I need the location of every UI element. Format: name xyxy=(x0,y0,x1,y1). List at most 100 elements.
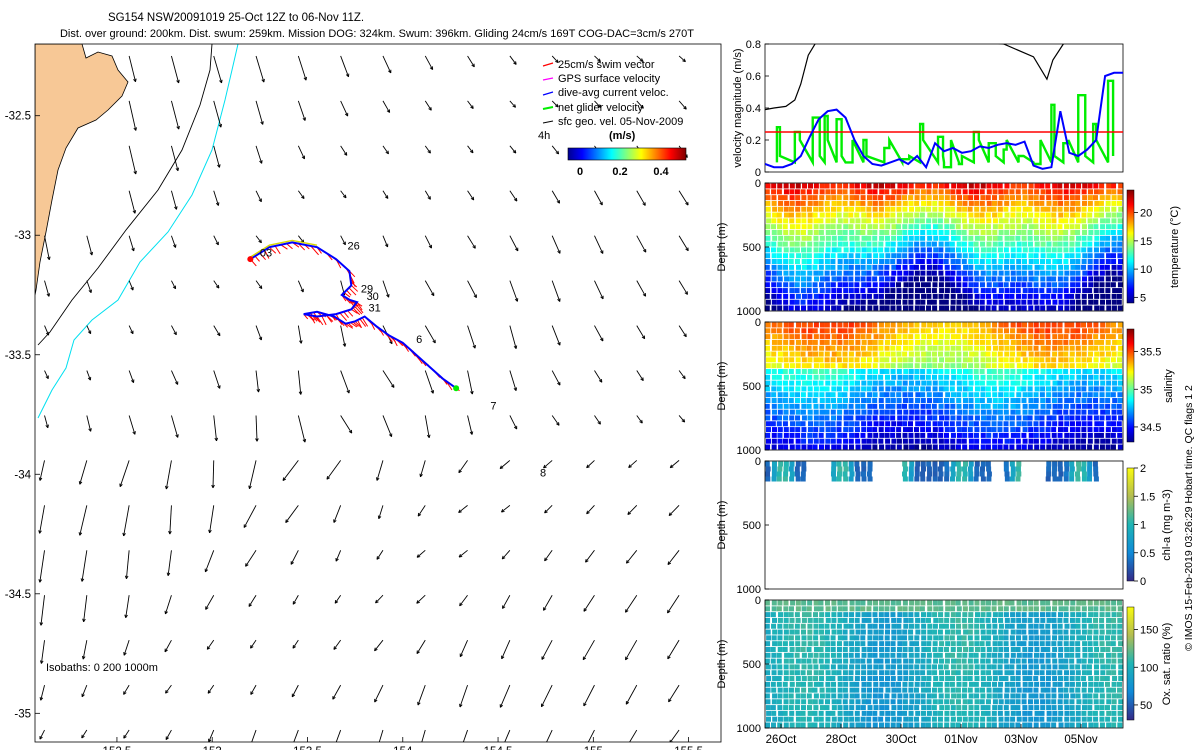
section-sample xyxy=(902,432,908,438)
section-sample xyxy=(806,345,812,351)
section-sample xyxy=(1112,374,1118,380)
velocity-arrowhead xyxy=(215,241,219,246)
section-sample xyxy=(842,357,848,363)
section-sample xyxy=(1058,658,1064,664)
section-sample xyxy=(831,241,837,247)
section-sample xyxy=(980,676,986,682)
section-sample xyxy=(1046,415,1052,421)
section-sample xyxy=(1064,322,1070,328)
section-sample xyxy=(926,288,932,294)
map-x-tick-label: 152.5 xyxy=(103,746,132,750)
velocity-arrow xyxy=(382,100,391,113)
section-sample xyxy=(1116,646,1122,652)
section-sample xyxy=(878,212,884,218)
section-sample xyxy=(849,334,855,340)
section-sample xyxy=(1058,218,1064,224)
section-sample xyxy=(926,652,932,658)
velocity-arrow xyxy=(39,460,45,481)
section-sample xyxy=(772,235,778,241)
velocity-arrow xyxy=(206,639,215,650)
section-sample xyxy=(1045,322,1051,328)
velocity-arrow xyxy=(382,145,389,155)
section-sample xyxy=(884,235,890,241)
section-sample xyxy=(980,646,986,652)
section-sample xyxy=(986,629,992,635)
section-sample xyxy=(1033,288,1039,294)
section-sample xyxy=(1057,224,1063,230)
section-sample xyxy=(866,247,872,253)
section-sample xyxy=(915,676,921,682)
velocity-arrowhead xyxy=(173,331,177,336)
section-sample xyxy=(819,374,825,380)
section-sample xyxy=(837,253,843,259)
section-sample xyxy=(974,664,980,670)
section-sample xyxy=(932,264,938,270)
section-sample xyxy=(1039,195,1045,201)
section-sample xyxy=(949,380,955,386)
section-sample xyxy=(776,658,782,664)
section-sample xyxy=(1064,623,1070,629)
section-sample xyxy=(951,264,957,270)
section-sample xyxy=(807,681,813,687)
section-sample xyxy=(920,471,926,477)
colorbar-tick-label: 1.5 xyxy=(1140,491,1155,503)
section-sample xyxy=(998,398,1004,404)
section-sample xyxy=(939,235,945,241)
section-sample xyxy=(1003,646,1009,652)
section-sample xyxy=(1010,629,1016,635)
section-sample xyxy=(1076,392,1082,398)
section-sample xyxy=(885,386,891,392)
section-sample xyxy=(836,206,842,212)
velocity-arrow xyxy=(551,325,561,346)
section-sample xyxy=(1087,438,1093,444)
section-sample xyxy=(926,612,932,618)
section-sample xyxy=(842,444,848,450)
section-sample xyxy=(1045,345,1051,351)
section-sample xyxy=(992,658,998,664)
velocity-arrowhead xyxy=(219,79,223,84)
velocity-arrow xyxy=(335,550,342,562)
section-sample xyxy=(825,681,831,687)
section-sample xyxy=(1118,345,1124,351)
section-sample xyxy=(1094,253,1100,259)
section-sample xyxy=(1033,392,1039,398)
section-sample xyxy=(849,635,855,641)
velocity-arrowhead xyxy=(216,332,221,337)
section-sample xyxy=(867,288,873,294)
section-sample xyxy=(968,305,974,311)
section-sample xyxy=(801,235,807,241)
section-sample xyxy=(937,466,943,472)
section-sample xyxy=(979,200,985,206)
section-sample xyxy=(818,380,824,386)
section-sample xyxy=(956,305,962,311)
section-sample xyxy=(1099,183,1105,189)
section-sample xyxy=(1082,288,1088,294)
section-sample xyxy=(1009,357,1015,363)
section-sample xyxy=(949,351,955,357)
section-sample xyxy=(1009,334,1015,340)
section-sample xyxy=(1027,229,1033,235)
section-sample xyxy=(937,398,943,404)
section-sample xyxy=(1063,264,1069,270)
section-sample xyxy=(932,421,938,427)
section-sample xyxy=(1004,693,1010,699)
section-sample xyxy=(890,606,896,612)
section-sample xyxy=(837,600,843,606)
section-sample xyxy=(1016,253,1022,259)
velocity-arrowhead xyxy=(217,164,221,168)
section-sample xyxy=(897,710,903,716)
section-sample xyxy=(777,432,783,438)
section-sample xyxy=(772,676,778,682)
section-sample xyxy=(1100,322,1106,328)
section-sample xyxy=(963,195,969,201)
section-sample xyxy=(933,681,939,687)
section-sample xyxy=(843,183,849,189)
velocity-arrow xyxy=(213,415,217,441)
section-sample xyxy=(1022,670,1028,676)
section-sample xyxy=(932,322,938,328)
section-sample xyxy=(968,183,974,189)
section-sample xyxy=(819,415,825,421)
section-sample xyxy=(1034,264,1040,270)
section-sample xyxy=(1040,444,1046,450)
section-sample xyxy=(1052,635,1058,641)
